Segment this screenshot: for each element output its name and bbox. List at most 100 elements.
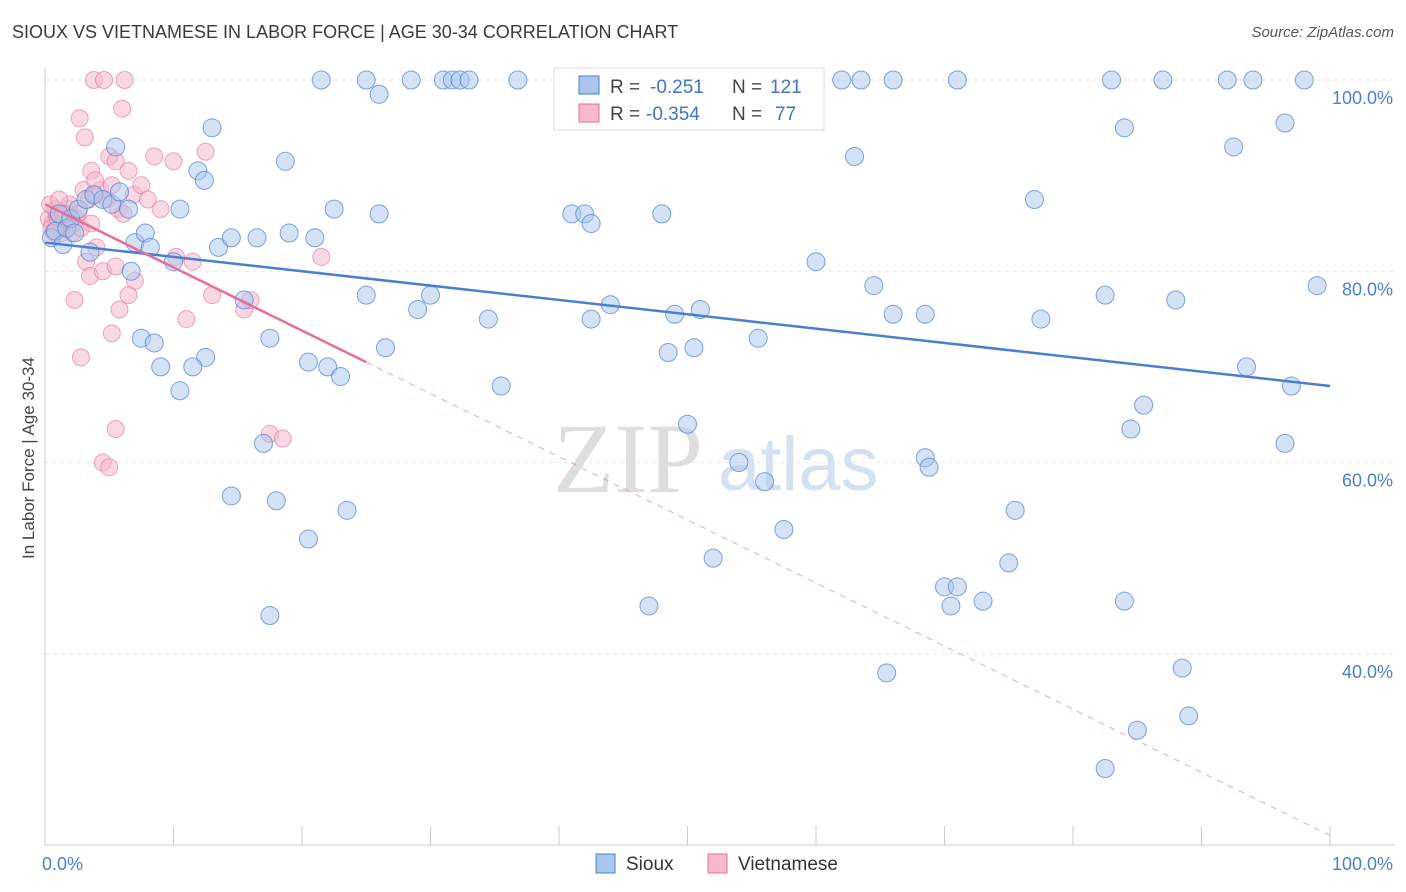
sioux-point xyxy=(151,357,171,377)
sioux-point xyxy=(1179,706,1199,726)
bottom-legend-vietnamese-label: Vietnamese xyxy=(738,854,838,875)
vietnamese-point xyxy=(110,300,129,319)
chart-title: SIOUX VS VIETNAMESE IN LABOR FORCE | AGE… xyxy=(12,22,679,42)
sioux-point xyxy=(356,285,376,305)
vietnamese-point xyxy=(119,161,138,180)
sioux-trend-line xyxy=(44,241,1331,388)
sioux-point xyxy=(658,343,678,363)
vietnamese-point xyxy=(75,128,94,147)
vietnamese-point xyxy=(312,247,331,266)
sioux-point xyxy=(1172,658,1192,678)
x-tick-label: 0.0% xyxy=(42,854,83,874)
sioux-point xyxy=(421,285,440,305)
vietnamese-point xyxy=(106,257,125,276)
sioux-point xyxy=(832,70,852,90)
sioux-point xyxy=(729,453,749,472)
legend-sioux-n-value: 121 xyxy=(770,77,802,98)
x-tick-labels: 0.0% 100.0% xyxy=(42,854,1393,874)
chart-source: Source: ZipAtlas.com xyxy=(1251,24,1394,41)
sioux-point xyxy=(652,204,672,224)
sioux-point xyxy=(311,70,331,90)
vietnamese-point xyxy=(65,290,84,309)
sioux-point xyxy=(376,338,396,358)
sioux-point xyxy=(941,596,961,616)
vietnamese-point xyxy=(145,147,164,166)
legend-vietnamese-n-value: 77 xyxy=(775,104,796,125)
sioux-point xyxy=(678,414,697,434)
trend-lines xyxy=(44,203,1331,836)
vietnamese-point xyxy=(183,252,202,271)
sioux-point xyxy=(1281,376,1301,396)
vietnamese-point xyxy=(95,71,114,89)
sioux-point xyxy=(947,577,967,597)
sioux-point xyxy=(298,352,318,372)
sioux-point xyxy=(247,228,267,248)
sioux-point xyxy=(1224,137,1244,157)
sioux-point xyxy=(877,663,897,683)
bottom-legend: Sioux Vietnamese xyxy=(595,853,838,875)
sioux-point xyxy=(1102,70,1122,90)
legend-vietnamese-swatch xyxy=(578,103,600,123)
sioux-point xyxy=(1307,276,1327,296)
vietnamese-trend-line xyxy=(44,203,367,364)
sioux-point xyxy=(1217,70,1237,90)
sioux-point xyxy=(703,548,723,568)
legend-vietnamese-n-label: N = xyxy=(732,104,762,125)
sioux-point xyxy=(119,199,139,219)
sioux-point xyxy=(581,309,601,329)
legend-sioux-swatch xyxy=(578,75,600,95)
sioux-point xyxy=(110,182,130,202)
vietnamese-point xyxy=(164,152,183,171)
sioux-point xyxy=(221,228,241,248)
sioux-point xyxy=(478,309,498,329)
vietnamese-point xyxy=(100,458,119,477)
sioux-point xyxy=(369,204,389,224)
sioux-point xyxy=(883,304,903,324)
sioux-point xyxy=(755,472,775,492)
sioux-point xyxy=(202,118,222,138)
legend-vietnamese-r-label: R = xyxy=(610,104,640,125)
sioux-point xyxy=(106,137,126,157)
gridlines xyxy=(45,79,1395,655)
sioux-point xyxy=(806,252,826,272)
sioux-point xyxy=(947,70,967,90)
sioux-point xyxy=(144,333,164,353)
sioux-point xyxy=(318,357,338,377)
sioux-point xyxy=(331,366,351,386)
vietnamese-point xyxy=(196,142,215,161)
vietnamese-point xyxy=(102,324,121,343)
sioux-point xyxy=(196,347,216,367)
sioux-point xyxy=(356,70,376,90)
vietnamese-point xyxy=(70,109,89,128)
x-tick-label: 100.0% xyxy=(1332,854,1393,874)
sioux-point xyxy=(260,606,280,625)
vietnamese-points xyxy=(39,71,331,477)
sioux-point xyxy=(279,223,299,243)
sioux-point xyxy=(65,223,85,243)
sioux-point xyxy=(1166,290,1186,310)
watermark: ZIP atlas xyxy=(553,403,879,514)
sioux-point xyxy=(183,357,203,377)
bottom-legend-sioux-label: Sioux xyxy=(626,854,674,875)
sioux-point xyxy=(170,199,190,219)
bottom-legend-vietnamese-swatch xyxy=(707,853,728,874)
sioux-point xyxy=(298,529,318,549)
sioux-point xyxy=(851,70,871,90)
vietnamese-point xyxy=(113,99,132,118)
legend-sioux-n-label: N = xyxy=(732,77,762,98)
sioux-point xyxy=(1127,720,1147,740)
y-tick-label: 100.0% xyxy=(1332,88,1393,108)
vietnamese-point xyxy=(119,286,138,305)
sioux-point xyxy=(170,381,190,401)
sioux-point xyxy=(208,237,228,257)
sioux-point xyxy=(1294,70,1314,90)
sioux-point xyxy=(999,553,1019,573)
y-tick-label: 40.0% xyxy=(1342,662,1393,682)
sioux-point xyxy=(221,486,241,506)
sioux-point xyxy=(1134,395,1154,415)
sioux-point xyxy=(508,70,528,90)
vietnamese-point xyxy=(138,190,157,209)
sioux-point xyxy=(1095,759,1115,778)
vietnamese-point xyxy=(115,71,134,89)
sioux-point xyxy=(919,457,939,477)
